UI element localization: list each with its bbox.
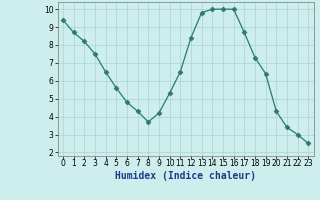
X-axis label: Humidex (Indice chaleur): Humidex (Indice chaleur) [115, 171, 256, 181]
